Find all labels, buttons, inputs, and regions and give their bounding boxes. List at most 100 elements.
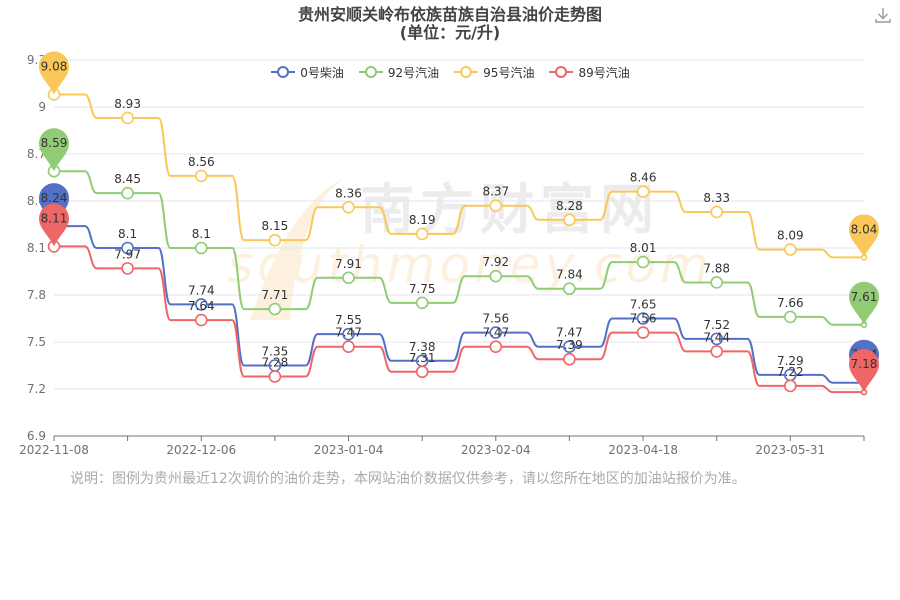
- data-label: 8.46: [630, 171, 657, 185]
- legend-label: 89号汽油: [578, 65, 630, 80]
- data-point: [636, 312, 650, 325]
- min-marker: 8.04: [849, 214, 879, 258]
- series-line: [54, 245, 864, 394]
- y-tick-label: 7.8: [27, 288, 46, 302]
- data-point: [636, 326, 650, 339]
- data-label: 8.09: [777, 229, 804, 243]
- chart-legend: 0号柴油 92号汽油 95号汽油 89号汽油: [0, 62, 900, 82]
- x-tick-label: 2022-11-08: [19, 443, 89, 457]
- data-label: 8.37: [482, 185, 509, 199]
- y-tick-label: 7.5: [27, 335, 46, 349]
- legend-item[interactable]: 95号汽油: [453, 62, 534, 82]
- data-label: 8.93: [114, 97, 141, 111]
- legend-label: 92号汽油: [387, 65, 440, 80]
- max-marker: 9.08: [39, 51, 69, 95]
- data-label: 7.91: [335, 257, 362, 271]
- x-tick-label: 2023-05-31: [755, 443, 825, 457]
- x-tick-label: 2022-12-06: [166, 443, 236, 457]
- data-point: [710, 332, 724, 346]
- min-marker-shape: [849, 349, 879, 393]
- data-point: [415, 296, 429, 310]
- data-point: [342, 340, 355, 354]
- y-tick-label: 8.1: [27, 241, 46, 255]
- data-point: [342, 200, 355, 214]
- max-marker: 8.11: [39, 203, 69, 247]
- chart-title: 贵州安顺关岭布依族苗族自治县油价走势图: [297, 5, 602, 24]
- data-label: 7.75: [409, 282, 436, 296]
- legend-label: 95号汽油: [483, 65, 535, 80]
- max-marker: 8.59: [39, 128, 69, 172]
- data-point: [268, 370, 282, 383]
- data-label: 7.97: [114, 247, 141, 261]
- data-point: [563, 213, 576, 227]
- data-point: [342, 271, 355, 285]
- data-point: [563, 352, 576, 366]
- series-1: 8.45 8.1 7.71 7.91 7.75 7.92 7.84 8.01 7.88 7.66 8…: [39, 128, 879, 329]
- data-label: 7.39: [556, 338, 583, 352]
- data-label: 8.45: [114, 172, 141, 186]
- data-point: [710, 345, 724, 358]
- data-label: 8.1: [192, 227, 211, 241]
- data-label: 7.47: [482, 326, 509, 340]
- data-label: 7.65: [630, 298, 657, 312]
- data-point: [195, 169, 208, 183]
- data-point: [636, 185, 650, 198]
- max-marker-label: 9.08: [41, 59, 68, 73]
- min-marker: 7.18: [849, 349, 879, 393]
- data-label: 7.56: [482, 312, 509, 326]
- data-point: [195, 313, 208, 327]
- min-marker-label: 8.04: [851, 222, 878, 236]
- x-tick-label: 2023-04-18: [608, 443, 678, 457]
- legend-item[interactable]: 89号汽油: [548, 62, 630, 82]
- data-label: 7.64: [188, 299, 215, 313]
- data-label: 7.35: [262, 345, 289, 359]
- legend-line-icon: [358, 66, 383, 78]
- data-label: 8.15: [262, 219, 289, 233]
- max-marker-shape: [39, 51, 69, 95]
- max-marker-shape: [39, 128, 69, 172]
- data-point: [783, 379, 797, 393]
- data-point: [563, 282, 576, 296]
- data-label: 7.66: [777, 296, 804, 310]
- data-label: 7.38: [409, 340, 436, 354]
- series-line: [54, 225, 864, 384]
- data-label: 7.47: [556, 326, 583, 340]
- legend-line-icon: [454, 66, 479, 78]
- data-label: 8.19: [409, 213, 436, 227]
- legend-item[interactable]: 0号柴油: [270, 62, 344, 82]
- data-point: [783, 243, 797, 256]
- data-label: 8.28: [556, 199, 583, 213]
- series-line: [54, 170, 864, 326]
- data-point: [268, 302, 282, 316]
- data-label: 7.31: [409, 351, 436, 365]
- data-label: 7.92: [482, 255, 509, 269]
- chart-note: 说明：图例为贵州最近12次调价的油价走势，本网站油价数据仅供参考，请以您所在地区…: [70, 471, 746, 487]
- legend-item[interactable]: 92号汽油: [358, 62, 439, 82]
- data-point: [195, 241, 208, 255]
- y-tick-label: 6.9: [27, 429, 46, 443]
- data-point: [195, 298, 208, 311]
- min-marker-shape: [849, 214, 879, 258]
- data-point: [121, 262, 134, 275]
- data-point: [121, 186, 134, 200]
- max-marker-label: 8.11: [41, 211, 68, 225]
- data-label: 8.56: [188, 155, 215, 169]
- data-label: 7.55: [335, 313, 362, 327]
- y-tick-label: 7.2: [27, 382, 46, 396]
- x-tick-label: 2023-01-04: [314, 443, 384, 457]
- data-point: [121, 241, 134, 255]
- data-label: 7.56: [630, 312, 657, 326]
- data-point: [342, 327, 355, 341]
- data-label: 7.84: [556, 268, 583, 282]
- data-label: 7.52: [703, 318, 730, 332]
- chart-subtitle: (单位：元/升): [399, 23, 501, 42]
- download-icon[interactable]: [874, 6, 892, 24]
- data-point: [415, 227, 429, 241]
- data-label: 7.71: [262, 288, 289, 302]
- series-3: 7.977.647.287.477.317.477.397.567.447.22…: [39, 203, 879, 396]
- data-point: [489, 340, 503, 354]
- series-2: 8.938.568.158.368.198.378.288.468.338.09…: [39, 51, 879, 261]
- data-label: 7.28: [262, 355, 289, 369]
- data-point: [121, 111, 134, 125]
- max-marker-label: 8.59: [41, 136, 68, 150]
